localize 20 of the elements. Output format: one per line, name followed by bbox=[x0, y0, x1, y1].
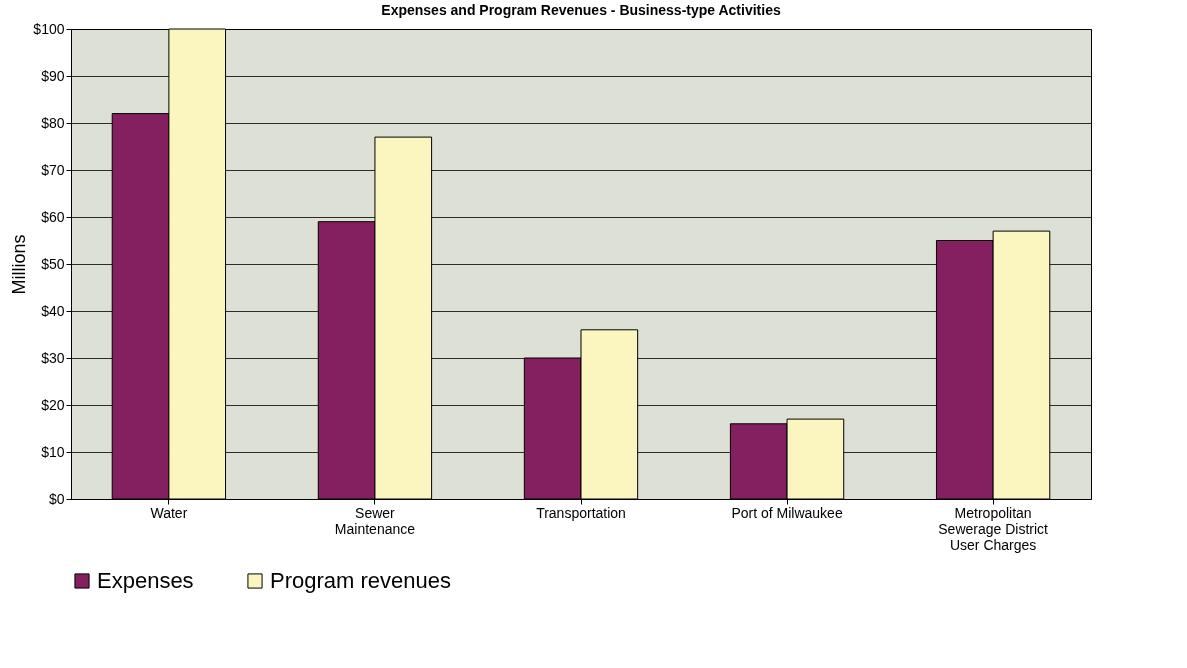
legend-label: Expenses bbox=[97, 568, 194, 593]
y-tick-label: $80 bbox=[41, 114, 65, 131]
y-tick-label: $0 bbox=[48, 490, 65, 507]
legend-label: Program revenues bbox=[270, 568, 451, 593]
y-axis-title: Millions bbox=[9, 234, 30, 295]
x-tick-label: Metropolitan Sewerage District User Charges bbox=[938, 504, 1049, 553]
x-tick-label: Port of Milwaukee bbox=[731, 504, 843, 521]
y-tick-label: $10 bbox=[41, 443, 65, 460]
chart-title: Expenses and Program Revenues - Business-type Activities bbox=[381, 2, 781, 18]
y-tick-label: $70 bbox=[41, 161, 65, 178]
y-tick-label: $20 bbox=[41, 396, 65, 413]
y-tick-label: $50 bbox=[41, 255, 65, 272]
y-tick-label: $30 bbox=[41, 349, 65, 366]
y-tick-label: $100 bbox=[33, 20, 65, 37]
y-tick-label: $60 bbox=[41, 208, 65, 225]
x-tick-label: Sewer Maintenance bbox=[334, 504, 416, 537]
y-tick-label: $90 bbox=[41, 67, 65, 84]
x-tick-label: Water bbox=[150, 504, 188, 521]
y-tick-label: $40 bbox=[41, 302, 65, 319]
x-tick-label: Transportation bbox=[536, 504, 626, 521]
